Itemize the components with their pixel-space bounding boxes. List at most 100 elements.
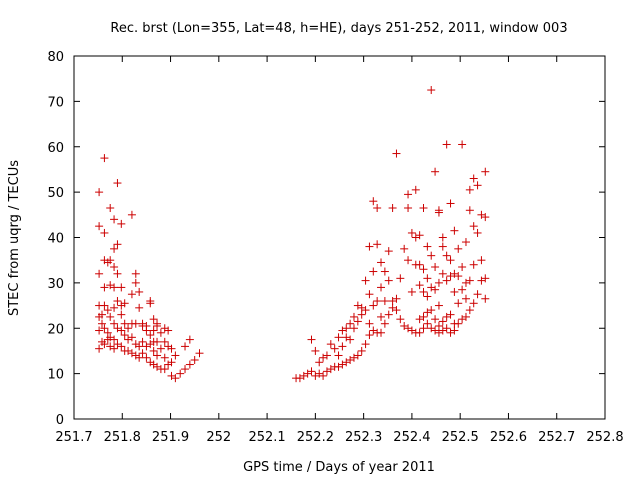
data-point bbox=[377, 258, 386, 267]
data-point bbox=[353, 301, 362, 310]
data-point bbox=[454, 244, 463, 253]
data-point bbox=[127, 210, 136, 219]
data-point bbox=[454, 299, 463, 308]
data-point bbox=[127, 349, 136, 358]
data-point bbox=[138, 337, 147, 346]
data-point bbox=[365, 242, 374, 251]
data-point bbox=[392, 306, 401, 315]
data-point bbox=[167, 344, 176, 353]
data-point bbox=[392, 294, 401, 303]
data-point bbox=[131, 319, 140, 328]
data-point bbox=[454, 319, 463, 328]
x-tick-label: 251.9 bbox=[152, 430, 189, 445]
data-point bbox=[190, 356, 199, 365]
data-point bbox=[404, 190, 413, 199]
data-point bbox=[131, 278, 140, 287]
data-point bbox=[156, 344, 165, 353]
data-point bbox=[373, 297, 382, 306]
data-point bbox=[377, 312, 386, 321]
x-tick-label: 251.8 bbox=[104, 430, 141, 445]
y-tick-label: 60 bbox=[47, 141, 64, 156]
data-point bbox=[431, 285, 440, 294]
data-point bbox=[415, 315, 424, 324]
data-point bbox=[481, 274, 490, 283]
data-point bbox=[427, 251, 436, 260]
data-point bbox=[319, 371, 328, 380]
data-point bbox=[322, 367, 331, 376]
data-point bbox=[113, 324, 122, 333]
data-point bbox=[117, 342, 126, 351]
data-point bbox=[419, 312, 428, 321]
data-point bbox=[135, 353, 144, 362]
data-point bbox=[100, 301, 109, 310]
data-point bbox=[461, 238, 470, 247]
data-point bbox=[153, 337, 162, 346]
data-point bbox=[438, 233, 447, 242]
data-point bbox=[365, 319, 374, 328]
data-point bbox=[400, 244, 409, 253]
x-tick-label: 252.8 bbox=[586, 430, 623, 445]
data-point bbox=[124, 335, 133, 344]
data-point bbox=[342, 324, 351, 333]
data-point bbox=[131, 269, 140, 278]
data-point bbox=[465, 306, 474, 315]
data-point bbox=[181, 342, 190, 351]
data-point bbox=[349, 324, 358, 333]
data-point bbox=[346, 319, 355, 328]
data-point bbox=[361, 340, 370, 349]
axes: 251.7 251.8 251.9 252 252.1 252.2 252.3 252.4 25… bbox=[47, 50, 623, 445]
data-point bbox=[124, 346, 133, 355]
data-point bbox=[388, 204, 397, 213]
data-point bbox=[106, 281, 115, 290]
data-point bbox=[346, 356, 355, 365]
data-point bbox=[415, 260, 424, 269]
data-point bbox=[427, 324, 436, 333]
data-point bbox=[117, 283, 126, 292]
data-point bbox=[442, 276, 451, 285]
data-point bbox=[110, 344, 119, 353]
data-point bbox=[411, 185, 420, 194]
data-points bbox=[95, 86, 490, 383]
data-point bbox=[419, 265, 428, 274]
data-point bbox=[438, 317, 447, 326]
data-point bbox=[164, 360, 173, 369]
data-point bbox=[349, 353, 358, 362]
data-point bbox=[307, 335, 316, 344]
data-point bbox=[146, 299, 155, 308]
data-point bbox=[171, 351, 180, 360]
data-point bbox=[117, 219, 126, 228]
data-point bbox=[95, 269, 104, 278]
data-point bbox=[465, 276, 474, 285]
data-point bbox=[458, 315, 467, 324]
data-point bbox=[342, 333, 351, 342]
data-point bbox=[113, 269, 122, 278]
data-point bbox=[423, 292, 432, 301]
data-point bbox=[330, 344, 339, 353]
data-point bbox=[434, 328, 443, 337]
data-point bbox=[407, 287, 416, 296]
data-point bbox=[423, 274, 432, 283]
data-point bbox=[131, 340, 140, 349]
data-point bbox=[334, 351, 343, 360]
data-point bbox=[100, 228, 109, 237]
data-point bbox=[469, 174, 478, 183]
data-point bbox=[373, 204, 382, 213]
data-point bbox=[361, 276, 370, 285]
data-point bbox=[149, 360, 158, 369]
data-point bbox=[392, 149, 401, 158]
x-tick-label: 252.6 bbox=[490, 430, 527, 445]
data-point bbox=[100, 283, 109, 292]
data-point bbox=[458, 140, 467, 149]
y-tick-label: 0 bbox=[56, 413, 64, 428]
y-tick-label: 50 bbox=[47, 186, 64, 201]
data-point bbox=[357, 303, 366, 312]
data-point bbox=[419, 287, 428, 296]
data-point bbox=[138, 349, 147, 358]
data-point bbox=[149, 346, 158, 355]
data-point bbox=[415, 328, 424, 337]
data-point bbox=[131, 351, 140, 360]
data-point bbox=[442, 312, 451, 321]
data-point bbox=[349, 312, 358, 321]
data-point bbox=[110, 244, 119, 253]
